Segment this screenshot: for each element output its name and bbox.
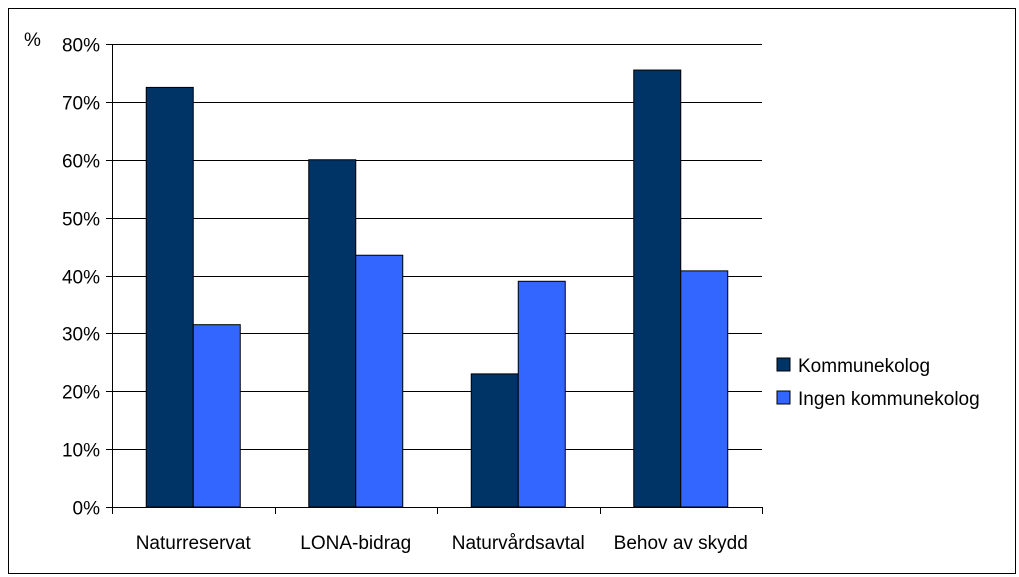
legend-label: Ingen kommunekolog	[798, 389, 980, 410]
legend-label: Kommunekolog	[798, 356, 930, 377]
bar-kommunekolog	[145, 86, 194, 508]
bar-ingen-kommunekolog	[517, 280, 566, 508]
bar-kommunekolog	[308, 159, 357, 508]
y-tick-label: 40%	[62, 268, 100, 289]
bar-ingen-kommunekolog	[355, 254, 404, 508]
y-tick-label: 70%	[62, 94, 100, 115]
y-tick-label: 20%	[62, 383, 100, 404]
bar-kommunekolog	[633, 69, 682, 508]
y-tick-label: 30%	[62, 325, 100, 346]
bars	[145, 69, 729, 508]
x-tick-label: Naturreservat	[136, 533, 252, 554]
legend-swatch	[776, 357, 791, 372]
y-tick-label: 50%	[62, 210, 100, 231]
y-axis-unit-label: %	[24, 30, 41, 51]
y-tick-label: 10%	[62, 441, 100, 462]
x-tick-label: Naturvårdsavtal	[452, 533, 585, 554]
y-tick-label: 0%	[73, 499, 101, 520]
x-tick-label: LONA-bidrag	[300, 533, 411, 554]
bar-ingen-kommunekolog	[680, 270, 729, 508]
bar-ingen-kommunekolog	[192, 324, 241, 508]
tick-labels: 0% 10% 20% 30% 40% 50% 60% 70% 80% Naturreservat L…	[62, 36, 748, 555]
axes	[106, 44, 763, 514]
y-tick-label: 80%	[62, 36, 100, 57]
legend-swatch	[776, 390, 791, 405]
legend: Kommunekolog Ingen kommunekolog	[776, 356, 980, 410]
y-tick-label: 60%	[62, 152, 100, 173]
bar-kommunekolog	[470, 373, 519, 508]
x-tick-label: Behov av skydd	[614, 533, 748, 554]
